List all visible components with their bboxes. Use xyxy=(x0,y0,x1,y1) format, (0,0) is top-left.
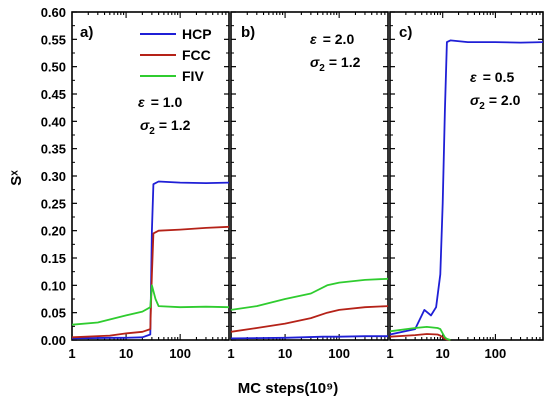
panel-c-series-hcp xyxy=(389,39,544,336)
panel-c-sigma-symbol: σ xyxy=(470,92,480,108)
panel-a-epsilon-value: = 1.0 xyxy=(151,94,183,110)
panel-c-params: ε = 0.5 σ2 = 2.0 xyxy=(470,69,521,112)
panel-a-x-tick-label: 1 xyxy=(68,346,75,361)
y-tick-label: 0.15 xyxy=(41,251,66,266)
panel-b-letter: b) xyxy=(241,24,255,41)
panel-c-epsilon-value: = 0.5 xyxy=(483,69,515,85)
y-tick-label: 0.40 xyxy=(41,114,66,129)
y-tick-label: 0.50 xyxy=(41,60,66,75)
panel-c-x-tick-label: 10 xyxy=(435,346,449,361)
panel-a-epsilon-symbol: ε xyxy=(138,94,145,110)
svg-text:σ2= 1.2: σ2 = 1.2 xyxy=(140,117,191,137)
panel-b-params: ε = 2.0 σ2 = 1.2 xyxy=(310,31,361,74)
panel-a-sigma-symbol: σ xyxy=(140,117,150,133)
panel-c-sigma-sub: 2 xyxy=(479,101,485,112)
svg-text:ε= 1.0: ε = 1.0 xyxy=(138,94,182,110)
panel-b-x-tick-label: 10 xyxy=(278,346,292,361)
panel-a-letter: a) xyxy=(80,24,93,41)
panel-a-x-tick-label: 10 xyxy=(119,346,133,361)
panel-b-epsilon-value: = 2.0 xyxy=(323,31,355,47)
y-tick-label: 0.05 xyxy=(41,306,66,321)
svg-text:ε= 2.0: ε = 2.0 xyxy=(310,31,354,47)
y-tick-label: 0.25 xyxy=(41,196,66,211)
panel-c-letter: c) xyxy=(399,24,412,41)
panel-c-x-tick-label: 1 xyxy=(386,346,393,361)
svg-text:σ2= 1.2: σ2 = 1.2 xyxy=(310,54,361,74)
legend-label-fcc: FCC xyxy=(182,47,211,63)
panel-b-x-tick-label: 1 xyxy=(227,346,234,361)
y-tick-label: 0.10 xyxy=(41,278,66,293)
y-tick-label: 0.55 xyxy=(41,32,66,47)
x-axis-title: MC steps(10⁹) xyxy=(238,380,338,397)
panel-c-x-tick-label: 100 xyxy=(485,346,507,361)
panel-c-series-fiv xyxy=(389,326,451,341)
panel-b-sigma-symbol: σ xyxy=(310,54,320,70)
y-tick-label: 0.20 xyxy=(41,224,66,239)
panel-a-x-tick-label: 100 xyxy=(169,346,191,361)
y-axis-title: Sˣ xyxy=(8,170,25,186)
panel-b-epsilon-symbol: ε xyxy=(310,31,317,47)
legend-label-hcp: HCP xyxy=(182,26,212,42)
y-tick-label: 0.35 xyxy=(41,142,66,157)
panel-a-sigma-sub: 2 xyxy=(149,126,155,137)
legend-label-fiv: FIV xyxy=(182,68,204,84)
panel-b-series-hcp xyxy=(230,335,388,340)
panel-c-series-fcc xyxy=(389,333,451,341)
y-tick-label: 0.60 xyxy=(41,5,66,20)
panel-c-frame xyxy=(389,11,544,341)
y-tick-label: 0.30 xyxy=(41,169,66,184)
panel-a-sigma-value: = 1.2 xyxy=(159,117,191,133)
legend: HCP FCC FIV xyxy=(140,26,212,84)
panel-a-params: ε = 1.0 σ2 = 1.2 xyxy=(138,94,191,137)
y-tick-label: 0.00 xyxy=(41,333,66,348)
panel-c-sigma-value: = 2.0 xyxy=(489,92,521,108)
panel-b-sigma-sub: 2 xyxy=(319,63,325,74)
panel-a-series-hcp xyxy=(71,180,230,340)
y-tick-label: 0.45 xyxy=(41,87,66,102)
panel-b-sigma-value: = 1.2 xyxy=(329,54,361,70)
panel-a-series-fiv xyxy=(71,284,230,326)
panel-b-x-tick-label: 100 xyxy=(328,346,350,361)
svg-text:ε= 0.5: ε = 0.5 xyxy=(470,69,514,85)
panel-a-series-fcc xyxy=(71,225,230,339)
panel-c-epsilon-symbol: ε xyxy=(470,69,477,85)
svg-text:σ2= 2.0: σ2 = 2.0 xyxy=(470,92,521,112)
panel-b-series-fiv xyxy=(230,277,389,311)
panel-b-series-fcc xyxy=(230,305,389,333)
plot-layer: 0.00 0.05 0.10 0.15 0.20 0.25 0.30 0.35 0.40 0.45… xyxy=(41,5,544,361)
